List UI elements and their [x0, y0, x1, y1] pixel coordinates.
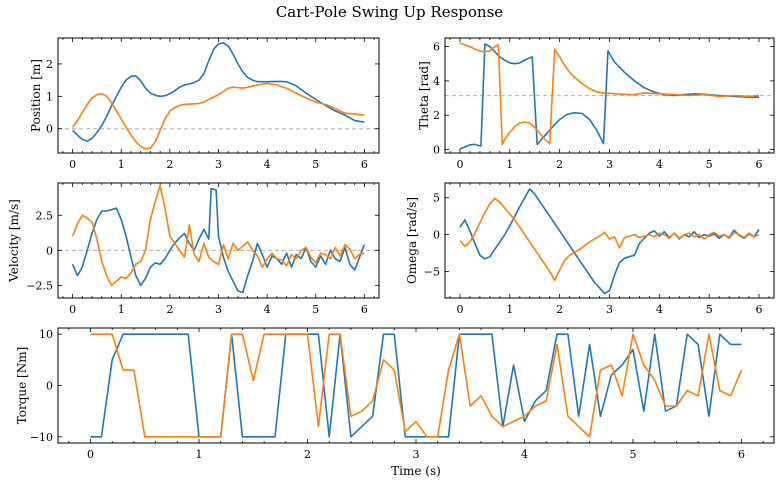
velocity-xtick-label: 6 — [361, 303, 368, 316]
position-xtick-label: 6 — [361, 158, 368, 171]
torque-xtick-label: 5 — [629, 448, 636, 461]
omega-axes-frame — [444, 182, 775, 299]
omega-xtick-label: 4 — [656, 303, 663, 316]
torque-xtick-label: 1 — [196, 448, 203, 461]
panel-velocity: 0 1 2 3 4 5 6 −2.5 0 2.5 Velocity [m/s] — [7, 182, 380, 316]
position-series-1-line — [72, 42, 365, 142]
panel-omega: 0 1 2 3 4 5 6 −5 0 5 Omega [rad/s] — [405, 182, 775, 316]
velocity-axes-frame — [57, 182, 380, 299]
velocity-series-2-line — [71, 185, 365, 287]
velocity-xtick-label: 2 — [166, 303, 173, 316]
position-xtick-label: 2 — [166, 158, 173, 171]
omega-xtick-label: 1 — [506, 303, 513, 316]
velocity-ytick-label: −2.5 — [26, 279, 53, 292]
torque-xtick-label: 4 — [521, 448, 528, 461]
torque-ylabel: Torque [Nm] — [15, 347, 29, 425]
omega-ytick-label: 0 — [433, 229, 440, 242]
position-ytick-label: 1 — [46, 90, 53, 103]
omega-series-2-line — [459, 197, 760, 282]
torque-ytick-label: −10 — [30, 431, 53, 444]
position-ytick-label: 2 — [46, 58, 53, 71]
omega-ytick-label: 5 — [433, 192, 440, 205]
position-ytick-label: 0 — [46, 123, 53, 136]
figure-title: Cart-Pole Swing Up Response — [276, 3, 503, 21]
velocity-xtick-label: 0 — [69, 303, 76, 316]
theta-ytick-label: 6 — [433, 41, 440, 54]
torque-axes-frame — [57, 327, 775, 444]
position-xtick-label: 0 — [69, 158, 76, 171]
theta-xtick-label: 6 — [756, 158, 763, 171]
omega-xtick-label: 0 — [456, 303, 463, 316]
torque-ytick-label: 0 — [46, 380, 53, 393]
torque-xtick-label: 6 — [738, 448, 745, 461]
theta-xtick-label: 0 — [456, 158, 463, 171]
position-series-2-line — [71, 82, 365, 150]
position-xtick-label: 5 — [312, 158, 319, 171]
theta-ytick-label: 0 — [433, 144, 440, 157]
panel-torque: 0 1 2 3 4 5 6 −10 0 10 Torque [Nm] Time (s) — [15, 327, 775, 478]
position-xtick-label: 3 — [215, 158, 222, 171]
velocity-ytick-label: 2.5 — [36, 209, 54, 222]
theta-series-2-line — [459, 42, 760, 146]
torque-xtick-label: 2 — [304, 448, 311, 461]
velocity-xtick-label: 5 — [312, 303, 319, 316]
theta-xtick-label: 1 — [506, 158, 513, 171]
velocity-ytick-label: 0 — [46, 244, 53, 257]
torque-xlabel: Time (s) — [391, 464, 441, 478]
velocity-series-1-line — [71, 187, 366, 294]
velocity-xtick-label: 1 — [118, 303, 125, 316]
theta-ylabel: Theta [rad] — [417, 61, 431, 130]
torque-series-2-line — [90, 333, 743, 438]
omega-ytick-label: −5 — [424, 265, 440, 278]
position-xtick-label: 1 — [118, 158, 125, 171]
velocity-xtick-label: 4 — [264, 303, 271, 316]
theta-ytick-label: 2 — [433, 109, 440, 122]
theta-ytick-label: 4 — [433, 75, 440, 88]
theta-xtick-label: 4 — [656, 158, 663, 171]
omega-xtick-label: 6 — [756, 303, 763, 316]
omega-xtick-label: 3 — [606, 303, 613, 316]
position-ylabel: Position [m] — [29, 59, 43, 132]
theta-xtick-label: 3 — [606, 158, 613, 171]
torque-ytick-label: 10 — [39, 328, 53, 341]
theta-xtick-label: 2 — [556, 158, 563, 171]
omega-xtick-label: 5 — [706, 303, 713, 316]
position-xtick-label: 4 — [264, 158, 271, 171]
omega-xtick-label: 2 — [556, 303, 563, 316]
omega-ylabel: Omega [rad/s] — [405, 197, 419, 284]
velocity-ylabel: Velocity [m/s] — [7, 199, 21, 283]
torque-xtick-label: 3 — [413, 448, 420, 461]
omega-series-1-line — [459, 188, 760, 295]
velocity-xtick-label: 3 — [215, 303, 222, 316]
theta-xtick-label: 5 — [706, 158, 713, 171]
torque-xtick-label: 0 — [87, 448, 94, 461]
